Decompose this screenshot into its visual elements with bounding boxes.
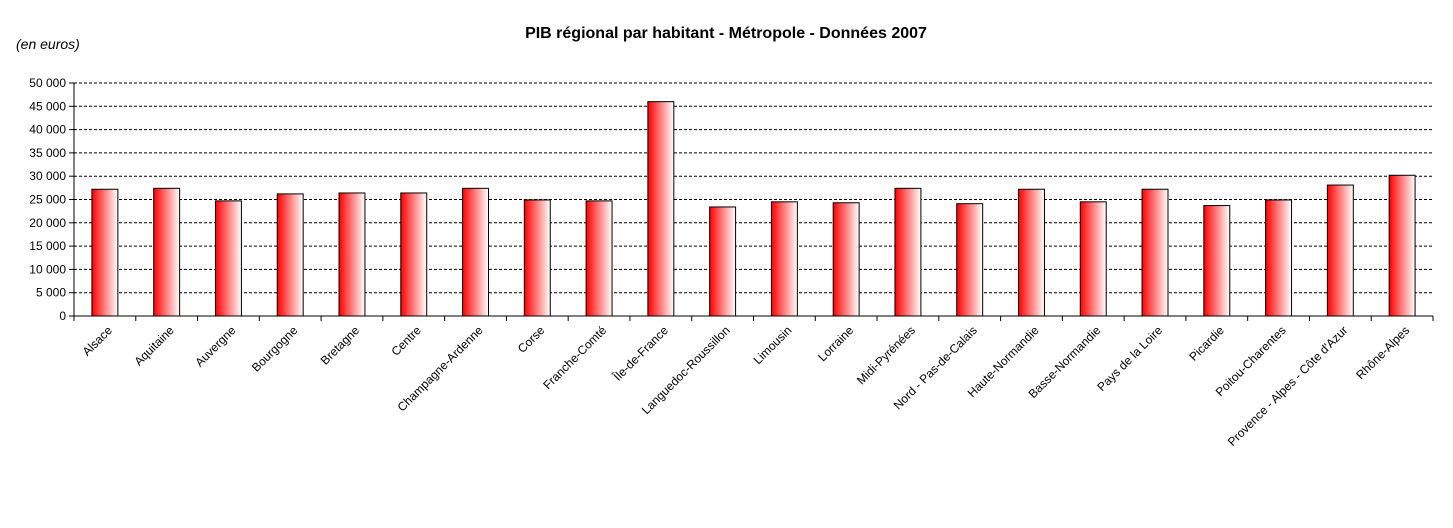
bar <box>91 188 119 317</box>
bars <box>91 101 1416 317</box>
bar <box>153 187 181 317</box>
bar <box>214 200 242 317</box>
bar <box>1079 201 1107 317</box>
bar <box>276 193 304 317</box>
x-tick-label: Aquitaine <box>131 323 177 369</box>
y-tick-label: 45 000 <box>29 99 66 113</box>
bar <box>1203 205 1231 317</box>
bar <box>585 200 613 317</box>
bar <box>647 101 675 317</box>
bar <box>1018 188 1045 317</box>
x-tick-label: Limousin <box>751 323 795 367</box>
bar <box>400 192 428 317</box>
x-axis-labels: Alsace Aquitaine Auvergne Bourgogne Bretagne… <box>73 316 1434 449</box>
bar <box>832 202 860 317</box>
y-tick-label: 0 <box>59 309 66 323</box>
x-tick-label: Rhône-Alpes <box>1353 323 1412 382</box>
bar <box>1141 188 1169 317</box>
bar <box>956 203 984 317</box>
chart-title: PIB régional par habitant - Métropole - … <box>525 25 927 42</box>
x-tick-label: Centre <box>388 323 424 359</box>
y-tick-label: 20 000 <box>29 216 66 230</box>
bar <box>338 192 366 317</box>
y-tick-label: 15 000 <box>29 239 66 253</box>
bar <box>770 201 798 317</box>
x-tick-label: Bretagne <box>318 323 363 368</box>
x-tick-label: Franche-Comté <box>540 323 609 392</box>
x-tick-label: Pays de la Loire <box>1094 323 1165 394</box>
x-tick-label: Lorraine <box>815 323 856 364</box>
unit-label: (en euros) <box>16 36 80 52</box>
bar <box>1265 199 1293 317</box>
x-tick-label: Provence - Alpes - Côte d'Azur <box>1225 323 1351 449</box>
y-tick-label: 10 000 <box>29 262 66 276</box>
y-tick-label: 40 000 <box>29 123 66 137</box>
x-tick-label: Île-de-France <box>609 322 671 384</box>
bar <box>523 199 551 317</box>
bar <box>462 187 489 317</box>
y-tick-label: 5 000 <box>36 286 66 300</box>
y-tick-label: 50 000 <box>29 76 66 90</box>
bar <box>1388 174 1416 317</box>
x-tick-label: Alsace <box>80 323 116 359</box>
x-tick-label: Auvergne <box>192 323 238 369</box>
x-tick-label: Corse <box>515 323 548 356</box>
bar <box>894 187 922 317</box>
bar <box>709 206 737 317</box>
x-tick-label: Midi-Pyrénées <box>854 323 918 387</box>
x-tick-label: Bourgogne <box>249 323 301 375</box>
bar <box>1326 184 1354 317</box>
y-tick-label: 30 000 <box>29 169 66 183</box>
x-tick-label: Picardie <box>1186 323 1227 364</box>
y-tick-label: 35 000 <box>29 146 66 160</box>
y-axis-ticks: 0 5 000 10 000 15 000 20 000 25 000 30 000 35 0… <box>29 76 74 323</box>
y-tick-label: 25 000 <box>29 193 66 207</box>
